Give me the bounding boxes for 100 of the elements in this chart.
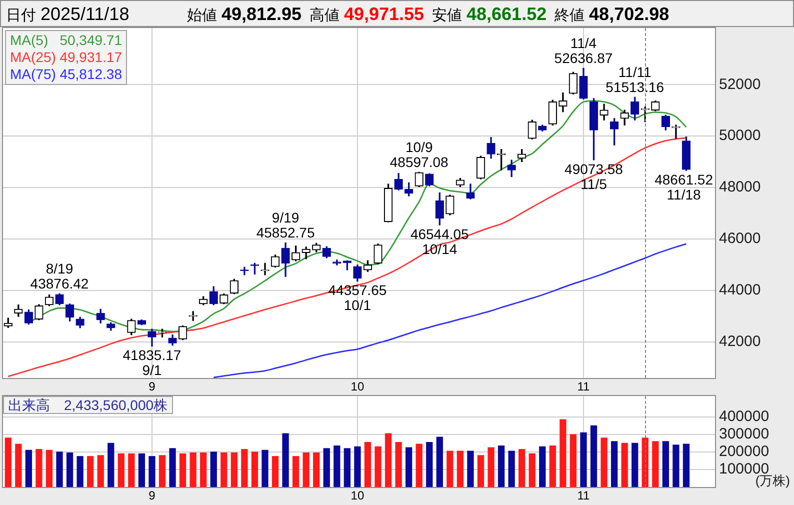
y-tick-label: 48000 bbox=[719, 178, 761, 196]
bar bbox=[302, 452, 310, 487]
bar bbox=[292, 456, 300, 487]
x-tick-label: 11 bbox=[577, 488, 590, 503]
y-tick-label: 52000 bbox=[719, 76, 761, 93]
bar bbox=[158, 455, 166, 487]
annotation: 44357.65 10/1 bbox=[328, 282, 387, 314]
bar bbox=[4, 438, 12, 487]
bar bbox=[456, 450, 464, 487]
bar bbox=[488, 447, 494, 487]
text: 日付 2025/11/18 bbox=[6, 4, 130, 24]
annotation: 9/19 45852.75 bbox=[256, 210, 315, 241]
y-tick-label: 42000 bbox=[719, 333, 761, 350]
bar bbox=[467, 450, 474, 487]
x-tick-label: 10 bbox=[350, 380, 364, 394]
annotation: 11/4 52636.87 bbox=[554, 35, 613, 66]
bar bbox=[600, 438, 608, 487]
bar bbox=[108, 442, 114, 487]
bar bbox=[436, 436, 443, 487]
annotation: 10/9 48597.08 bbox=[390, 139, 449, 170]
annotation: 41835.17 9/1 bbox=[122, 347, 182, 378]
bar bbox=[210, 452, 217, 487]
y-tick-label: 200000 bbox=[719, 443, 770, 460]
bar bbox=[190, 452, 196, 487]
bar bbox=[549, 446, 556, 487]
bar bbox=[518, 449, 526, 487]
annotation: 2,433,560,000株 bbox=[64, 397, 168, 413]
line-series bbox=[212, 243, 687, 378]
bar bbox=[323, 448, 330, 487]
bar bbox=[539, 446, 546, 487]
text: MA(25) 49,931.17 bbox=[10, 49, 122, 66]
bar bbox=[46, 450, 53, 487]
bar bbox=[610, 441, 618, 487]
x-tick-label: 9 bbox=[148, 380, 156, 394]
bar bbox=[334, 446, 340, 487]
annotation: 48661.52 11/18 bbox=[654, 171, 714, 202]
bar bbox=[580, 432, 587, 487]
text: 終値 48,702.98 bbox=[554, 4, 670, 24]
bar bbox=[652, 441, 659, 487]
bar bbox=[66, 452, 74, 487]
bar bbox=[682, 444, 690, 487]
bar bbox=[528, 453, 536, 487]
bar bbox=[477, 455, 484, 487]
bar bbox=[395, 442, 402, 487]
x-tick-label: 10 bbox=[350, 488, 364, 503]
bar bbox=[498, 446, 505, 487]
bar bbox=[672, 444, 680, 487]
y-tick-label: 44000 bbox=[719, 282, 761, 299]
bar bbox=[148, 456, 156, 487]
bar bbox=[590, 425, 598, 487]
bar bbox=[262, 450, 268, 487]
text: MA(75) 45,812.38 bbox=[10, 66, 122, 83]
text: 高値 49,971.55 bbox=[310, 4, 424, 24]
y-tick-label: 46000 bbox=[719, 230, 761, 248]
bar bbox=[56, 452, 63, 487]
bar bbox=[200, 452, 207, 487]
bar bbox=[169, 448, 176, 487]
bar bbox=[570, 434, 577, 487]
bar bbox=[230, 452, 238, 487]
bar bbox=[384, 433, 392, 487]
bar bbox=[220, 452, 228, 487]
bar bbox=[446, 450, 454, 487]
chart-title: 出来高 bbox=[8, 397, 50, 413]
bar bbox=[241, 449, 248, 487]
bar bbox=[97, 455, 104, 487]
bar bbox=[344, 448, 351, 487]
bar bbox=[354, 446, 361, 487]
bar bbox=[632, 442, 638, 487]
bar bbox=[87, 456, 94, 487]
bar bbox=[179, 453, 186, 487]
bar bbox=[25, 450, 32, 487]
bar bbox=[313, 452, 320, 487]
bar bbox=[426, 442, 433, 487]
x-tick-label: 11 bbox=[577, 380, 590, 394]
text: MA(5) 50,349.71 bbox=[10, 32, 122, 49]
y-tick-label: 50000 bbox=[719, 127, 761, 144]
bar bbox=[406, 447, 412, 487]
bar bbox=[15, 444, 22, 487]
bar bbox=[374, 446, 382, 487]
bar bbox=[272, 456, 279, 487]
annotation: 11/11 51513.16 bbox=[606, 64, 664, 96]
bar bbox=[128, 453, 135, 487]
text: 始値 49,812.95 bbox=[187, 4, 302, 24]
bar bbox=[621, 442, 628, 487]
text: 安値 48,661.52 bbox=[432, 4, 547, 24]
bar bbox=[251, 452, 258, 487]
x-tick-label: 9 bbox=[148, 488, 156, 503]
bar bbox=[138, 453, 146, 487]
y-tick-label: 300000 bbox=[719, 426, 770, 443]
bar bbox=[662, 441, 670, 487]
bar bbox=[560, 419, 566, 487]
bar bbox=[36, 449, 42, 487]
bar bbox=[508, 450, 515, 487]
bar bbox=[76, 456, 84, 487]
bar bbox=[118, 453, 124, 487]
annotation: 8/19 43876.42 bbox=[30, 260, 89, 292]
bar bbox=[364, 442, 372, 487]
bar bbox=[416, 444, 422, 487]
bar bbox=[282, 433, 289, 487]
y-tick-label: 400000 bbox=[719, 408, 770, 426]
